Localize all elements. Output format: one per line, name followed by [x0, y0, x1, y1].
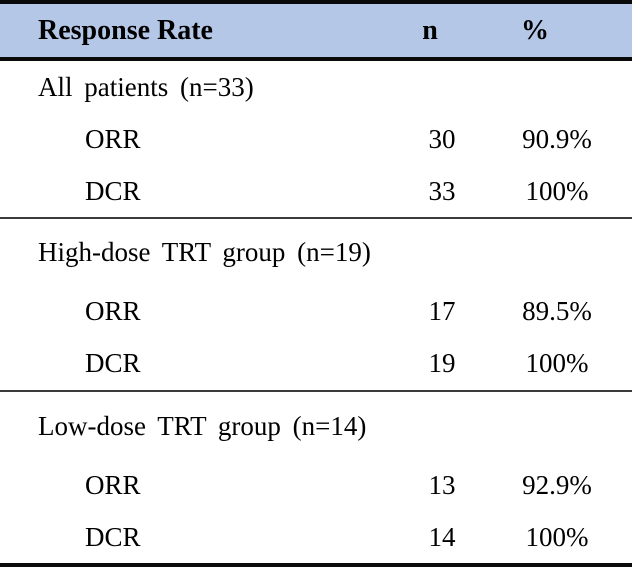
section-high-dose-trt: High-dose TRT group (n=19) ORR 17 89.5% …	[0, 219, 632, 392]
table-row-dcr: DCR 14 100%	[0, 512, 632, 564]
row-percent-value: 92.9%	[522, 470, 592, 501]
row-n-value: 13	[428, 470, 456, 501]
table-row-orr: ORR 13 92.9%	[0, 460, 632, 512]
row-percent-value: 89.5%	[522, 295, 592, 326]
row-label: ORR	[85, 123, 141, 154]
row-n-value: 30	[428, 123, 456, 154]
row-label: DCR	[85, 175, 141, 206]
row-percent-value: 100%	[525, 348, 589, 379]
row-label: ORR	[85, 470, 141, 501]
section-low-dose-trt: Low-dose TRT group (n=14) ORR 13 92.9% D…	[0, 392, 632, 563]
row-percent-value: 90.9%	[522, 123, 592, 154]
row-n-value: 14	[428, 521, 456, 552]
section-label: High-dose TRT group (n=19)	[38, 236, 371, 267]
section-all-patients: All patients (n=33) ORR 30 90.9% DCR 33 …	[0, 61, 632, 219]
table-row-orr: ORR 17 89.5%	[0, 285, 632, 338]
row-label: DCR	[85, 521, 141, 552]
header-n: n	[422, 14, 438, 46]
row-n-value: 17	[428, 295, 456, 326]
row-label: ORR	[85, 295, 141, 326]
table-row-dcr: DCR 33 100%	[0, 165, 632, 217]
row-percent-value: 100%	[525, 175, 589, 206]
row-n-value: 33	[428, 175, 456, 206]
row-label: DCR	[85, 348, 141, 379]
section-label-row: All patients (n=33)	[0, 61, 632, 113]
header-percent: %	[521, 14, 549, 46]
section-label: Low-dose TRT group (n=14)	[38, 410, 367, 441]
table-header-row: Response Rate n %	[0, 4, 632, 61]
header-response-rate: Response Rate	[38, 14, 213, 46]
row-percent-value: 100%	[525, 521, 589, 552]
table-row-orr: ORR 30 90.9%	[0, 113, 632, 165]
table-row-dcr: DCR 19 100%	[0, 338, 632, 391]
section-label-row: High-dose TRT group (n=19)	[0, 219, 632, 285]
section-label-row: Low-dose TRT group (n=14)	[0, 392, 632, 460]
section-label: All patients (n=33)	[38, 71, 254, 102]
row-n-value: 19	[428, 348, 456, 379]
